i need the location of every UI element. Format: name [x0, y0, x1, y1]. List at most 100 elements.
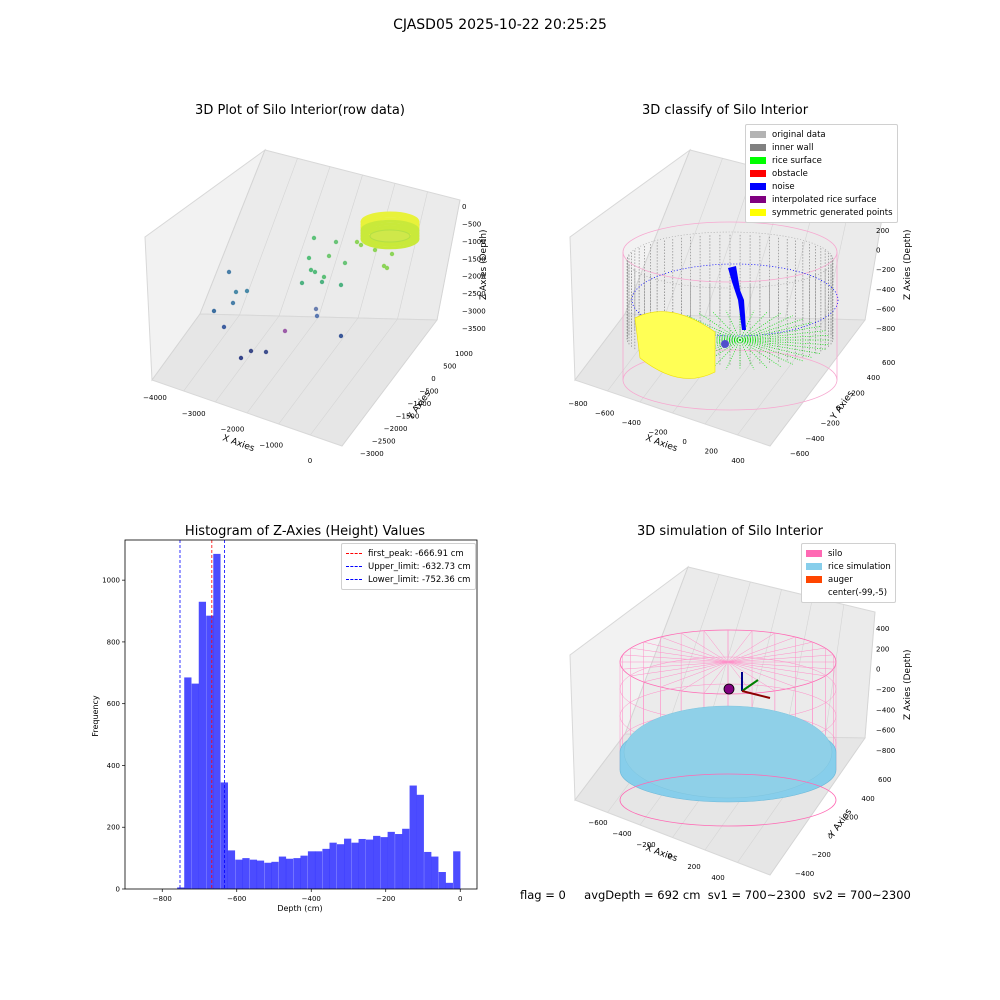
raw-x-label: X Axies	[221, 433, 256, 454]
legend-label: rice simulation	[828, 561, 891, 572]
histogram-vlines	[179, 540, 225, 889]
classify-rice-surface-ray	[739, 339, 826, 350]
histogram-y-tick-label: 200	[107, 824, 120, 832]
raw-data-point	[238, 355, 244, 361]
raw-z-tick: −1000	[462, 238, 486, 246]
simulation-silo-spoke	[660, 636, 729, 663]
classify-legend-item: inner wall	[750, 141, 893, 154]
histogram-bar	[431, 856, 439, 889]
classify-gridline	[737, 318, 826, 436]
raw-y-tick: −1500	[396, 413, 420, 421]
simulation-silo-spoke	[727, 661, 813, 683]
simulation-silo-spoke	[727, 661, 826, 677]
raw-data-point	[372, 247, 378, 253]
simulation-x-tick: 400	[711, 874, 724, 882]
histogram-x-tick-label: −600	[227, 895, 246, 903]
classify-x-tick: 400	[731, 457, 744, 465]
histogram-bar	[322, 848, 330, 889]
raw-data-point	[226, 269, 232, 275]
classify-legend: original data inner wall rice surface obsta…	[745, 124, 898, 223]
classify-x-tick: −800	[568, 400, 587, 408]
legend-swatch	[750, 209, 766, 216]
classify-rice-surface-ray	[739, 339, 769, 369]
histogram-x-tick-label: −200	[376, 895, 395, 903]
classify-noise-column	[728, 266, 746, 330]
raw-data-point	[338, 333, 344, 339]
raw-data-point	[354, 239, 360, 245]
histogram-bar	[344, 838, 352, 889]
simulation-y-tick: −200	[812, 851, 831, 859]
simulation-z-tick: −200	[876, 686, 895, 694]
legend-line	[346, 566, 362, 567]
raw-gridline	[246, 316, 319, 414]
histogram-y-label: Frequency	[91, 695, 100, 737]
raw-z-tick: 0	[462, 203, 466, 211]
simulation-gridline	[769, 737, 866, 876]
legend-swatch	[806, 589, 822, 596]
simulation-z-tick: −800	[876, 747, 895, 755]
legend-label: silo	[828, 548, 843, 559]
classify-y-tick: 600	[882, 359, 895, 367]
simulation-z-label: Z Axies (Depth)	[903, 649, 913, 720]
raw-gridline	[310, 318, 398, 436]
legend-label: rice surface	[772, 155, 822, 166]
raw-data-point	[233, 289, 239, 295]
histogram-y-tick-label: 800	[107, 638, 120, 646]
histogram-bar	[351, 842, 359, 889]
classify-z-tick: −400	[876, 286, 895, 294]
raw-data-point	[263, 349, 269, 355]
raw-ring-core	[369, 229, 411, 243]
simulation-legend-item: auger	[806, 573, 891, 586]
simulation-legend-item: rice simulation	[806, 560, 891, 573]
simulation-silo-spoke	[622, 654, 729, 663]
histogram-bar	[387, 831, 395, 889]
simulation-axis-x	[741, 690, 771, 699]
histogram-bar	[395, 834, 403, 889]
histogram-bar	[402, 828, 410, 889]
raw-z-label: Z Axies (Depth)	[479, 229, 489, 300]
simulation-y-tick: 200	[845, 814, 858, 822]
histogram-bars	[177, 553, 461, 889]
classify-gridline	[664, 158, 723, 316]
simulation-x-tick: 0	[668, 852, 672, 860]
classify-z-tick: −200	[876, 266, 895, 274]
raw-data-point	[333, 239, 339, 245]
histogram-bar	[373, 835, 381, 889]
simulation-silo-spoke	[727, 661, 834, 670]
legend-swatch	[750, 183, 766, 190]
histogram-title: Histogram of Z-Axies (Height) Values	[184, 524, 426, 539]
legend-label: first_peak: -666.91 cm	[368, 548, 464, 559]
classify-x-label: X Axies	[644, 433, 679, 454]
legend-line	[346, 579, 362, 580]
raw-data-point	[342, 260, 348, 266]
raw-grid: −4000 −3000 −2000 −1000 0 1000 500 0 −500 −1000 −1…	[143, 149, 486, 465]
classify-rice-surface-ray	[739, 310, 755, 341]
simulation-y-tick: 400	[861, 795, 874, 803]
legend-swatch	[750, 157, 766, 164]
figure-title: CJASD05 2025-10-22 20:25:25	[393, 17, 607, 33]
histogram-bar	[213, 553, 221, 889]
raw-data-point	[230, 300, 236, 306]
classify-rice-surface-ray	[739, 311, 769, 341]
histogram-bar	[256, 860, 265, 889]
simulation-silo-spoke	[630, 661, 729, 677]
classify-y-tick: −600	[790, 450, 809, 458]
classify-rice-surface-ray	[739, 339, 821, 354]
raw-silo-ring	[360, 211, 420, 250]
legend-label: original data	[772, 129, 826, 140]
simulation-y-label: Y Axies	[827, 807, 855, 840]
raw-gridline	[239, 158, 298, 316]
classify-gridline	[769, 319, 866, 447]
legend-swatch	[806, 563, 822, 570]
classify-z-tick: 200	[876, 227, 889, 235]
simulation-z-tick: 400	[876, 625, 889, 633]
simulation-x-tick: −600	[588, 819, 607, 827]
raw-x-tick: −3000	[182, 410, 206, 418]
simulation-legend-item: center(-99,-5)	[806, 586, 891, 599]
legend-swatch	[750, 196, 766, 203]
raw-data-point	[384, 265, 390, 271]
raw-y-tick: 0	[431, 375, 435, 383]
simulation-y-tick: 600	[878, 776, 891, 784]
classify-rice-surface-ray	[739, 330, 826, 341]
histogram-bar	[358, 838, 366, 889]
